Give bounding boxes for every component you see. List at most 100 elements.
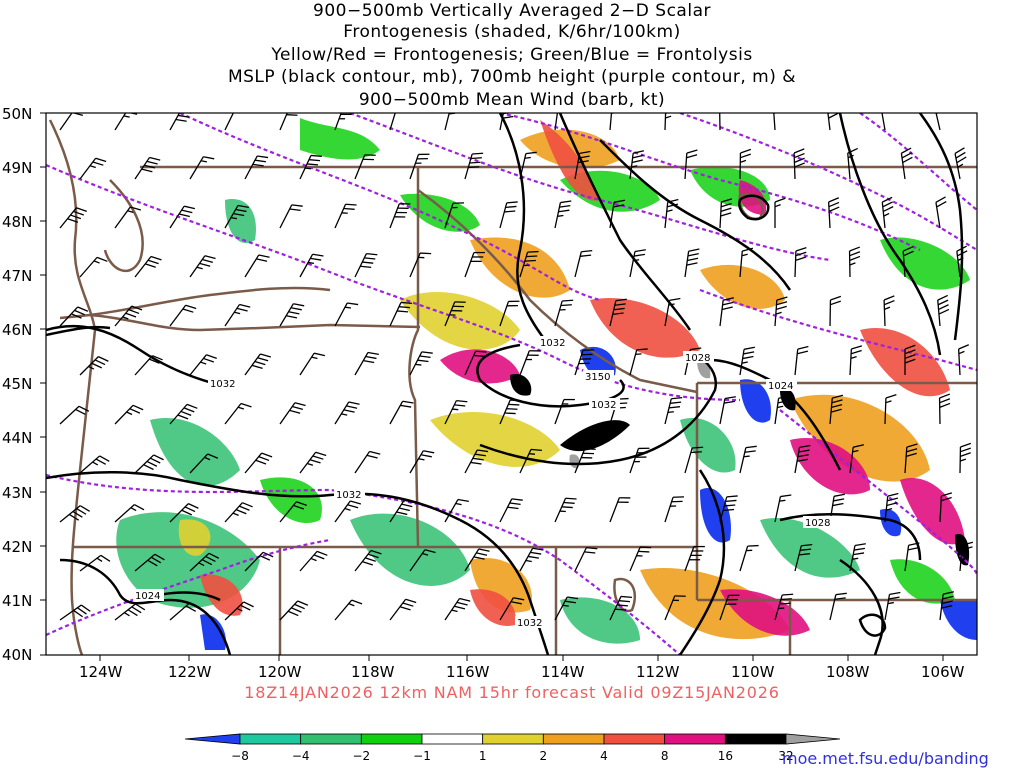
- height-contour-line: [699, 288, 977, 372]
- wind-barb: [664, 198, 679, 229]
- lat-label: 49N: [2, 159, 32, 177]
- idaho-west-border: [408, 167, 420, 548]
- wind-barb: [848, 246, 861, 278]
- wind-barb: [849, 345, 863, 376]
- wind-barb: [719, 297, 735, 327]
- wind-barb: [884, 492, 899, 523]
- wind-barb: [774, 395, 790, 425]
- extreme-frontogenesis-region: [560, 420, 630, 452]
- wind-barb: [134, 156, 161, 180]
- pressure-contour-line: [678, 469, 726, 655]
- wind-barb: [629, 348, 648, 376]
- wind-barb: [389, 203, 411, 229]
- wind-barb: [664, 297, 681, 327]
- map-frame: [45, 112, 978, 656]
- wind-barb: [829, 295, 842, 327]
- colorbar-tick-label: 4: [600, 749, 608, 763]
- wind-barb: [189, 354, 217, 376]
- wind-barb: [224, 402, 252, 425]
- contour-label: 1032: [334, 488, 365, 501]
- wind-barb: [774, 296, 788, 327]
- frontogenesis-region: [200, 574, 243, 616]
- washington-oregon-border: [59, 313, 421, 332]
- colorbar-tick-label: −8: [231, 749, 249, 763]
- wind-barb: [189, 255, 216, 278]
- wind-barb: [499, 597, 525, 621]
- wind-barb: [134, 355, 163, 376]
- frontogenesis-region: [430, 411, 560, 467]
- lon-label: 122W: [168, 663, 212, 681]
- colorbar-arrow-low: [184, 733, 241, 745]
- colorbar-swatch: [724, 733, 787, 745]
- colorbar-swatch: [603, 733, 666, 745]
- credit-url[interactable]: moe.met.fsu.edu/banding: [782, 749, 989, 768]
- title-line-3: Yellow/Red = Frontogenesis; Green/Blue =…: [271, 45, 753, 65]
- wind-barb: [554, 398, 575, 425]
- colorbar-tick-label: 1: [479, 749, 487, 763]
- wind-barb: [519, 350, 541, 376]
- contour-label-text: 1032: [336, 490, 361, 501]
- wind-barb: [244, 254, 270, 278]
- lon-label: 106W: [921, 663, 965, 681]
- colorbar-swatch: [664, 733, 726, 745]
- wind-barb: [519, 151, 537, 180]
- wind-barb: [114, 504, 145, 523]
- lon-label: 110W: [731, 663, 775, 681]
- contour-label-text: 1028: [805, 518, 830, 529]
- lon-label: 114W: [541, 663, 585, 681]
- colorbar-tick-label: 16: [718, 749, 733, 763]
- wind-barb: [334, 500, 362, 523]
- wind-barb: [499, 201, 518, 229]
- forecast-valid-time: 18Z14JAN2026 12km NAM 15hr forecast Vali…: [244, 683, 780, 702]
- contour-labels: 1032 3150 1032 1032 1028 1024 1032 1028 …: [133, 336, 834, 629]
- wind-barb: [464, 251, 485, 278]
- wind-barb: [279, 501, 307, 523]
- wind-barb: [464, 548, 490, 572]
- strong-frontolysis-region: [940, 600, 977, 640]
- wind-barb: [299, 253, 324, 278]
- pressure-contour-line: [558, 113, 692, 331]
- wind-barb: [244, 155, 269, 180]
- contour-label: 1028: [803, 516, 834, 529]
- wind-barb: [554, 113, 559, 131]
- wind-barb: [59, 306, 89, 327]
- frontolysis-region: [350, 513, 470, 586]
- frontolysis-region: [680, 418, 736, 473]
- wind-barb: [574, 249, 593, 278]
- wind-barb: [954, 147, 967, 180]
- wind-barb: [169, 403, 198, 425]
- lon-label: 108W: [826, 663, 870, 681]
- lon-label: 120W: [258, 663, 302, 681]
- wind-barb: [334, 302, 359, 327]
- political-borders: [48, 119, 977, 655]
- wind-barb: [169, 304, 197, 327]
- wind-barb: [554, 299, 574, 327]
- frontogenesis-region: [590, 298, 700, 358]
- contour-label-text: 1032: [591, 400, 616, 411]
- wind-barb: [609, 497, 631, 523]
- wind-barb: [279, 402, 306, 425]
- height-contours: [46, 113, 977, 655]
- lat-label: 42N: [2, 538, 32, 556]
- wind-barb: [959, 442, 972, 474]
- wind-barb: [684, 446, 704, 474]
- wind-barb: [519, 448, 543, 474]
- wind-barb: [299, 154, 323, 180]
- wind-barb: [684, 149, 698, 180]
- wind-barb: [389, 598, 417, 621]
- contour-label-text: 1032: [210, 379, 235, 390]
- wind-barb: [334, 401, 360, 425]
- extreme-frontogenesis-region: [780, 388, 796, 411]
- wind-barbs: [59, 113, 974, 621]
- colorbar-tick-label: −2: [352, 749, 370, 763]
- wind-barb: [279, 113, 298, 131]
- wind-barb: [444, 399, 468, 425]
- idaho-montana-border: [417, 188, 698, 394]
- colorbar-tick-label: 8: [661, 749, 669, 763]
- wind-barb: [774, 593, 794, 621]
- pressure-contour-line: [46, 324, 221, 387]
- wind-barb: [464, 350, 487, 376]
- colorbar-swatch: [300, 733, 362, 745]
- wind-barb: [59, 405, 90, 425]
